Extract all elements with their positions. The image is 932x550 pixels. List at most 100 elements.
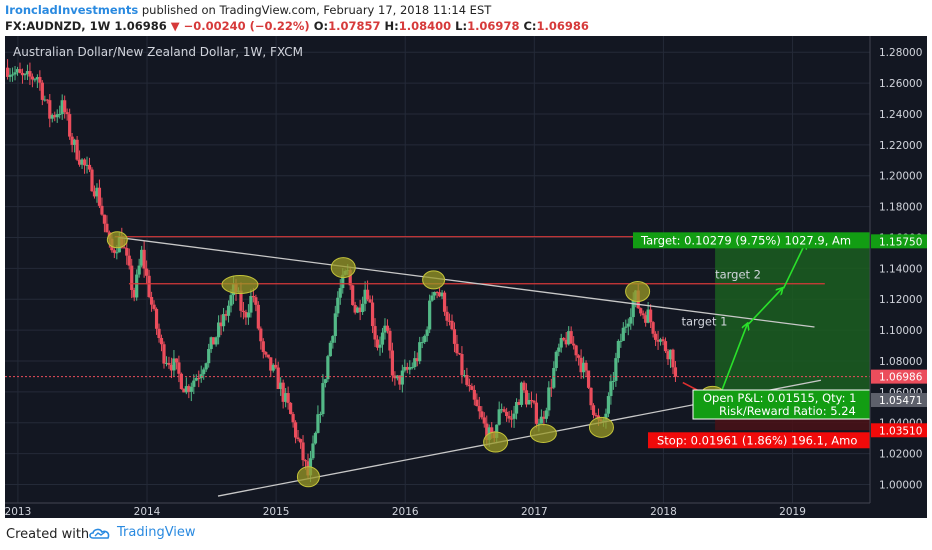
y-tick-label: 1.18000 bbox=[879, 202, 922, 214]
candle-body bbox=[552, 367, 556, 388]
candle-body bbox=[45, 99, 49, 101]
candle-body bbox=[70, 136, 74, 145]
tradingview-brand[interactable]: TradingView bbox=[88, 525, 196, 540]
price-chart[interactable]: target 2 target 1 Australian Dollar/New Ze… bbox=[5, 36, 927, 518]
candle-body bbox=[140, 249, 144, 266]
pivot-marker bbox=[106, 231, 128, 249]
candle-body bbox=[179, 373, 183, 389]
candle-body bbox=[415, 358, 419, 362]
candle-body bbox=[398, 375, 402, 385]
pivot-marker bbox=[588, 416, 614, 438]
candle-body bbox=[361, 303, 365, 313]
candle-body bbox=[105, 223, 109, 233]
chart-title: Australian Dollar/New Zealand Dollar, 1W… bbox=[13, 45, 303, 59]
candle-body bbox=[122, 247, 126, 249]
candle-body bbox=[221, 314, 226, 327]
candle-body bbox=[164, 362, 169, 364]
candle-body bbox=[425, 329, 429, 336]
author-link[interactable]: IroncladInvestments bbox=[5, 3, 139, 17]
brand-label: TradingView bbox=[117, 525, 196, 540]
price-tag-label: 1.06986 bbox=[879, 372, 923, 384]
candle-body bbox=[567, 331, 571, 345]
candle-body bbox=[18, 69, 22, 73]
candle-body bbox=[574, 345, 578, 356]
candle-body bbox=[470, 386, 474, 390]
candle-body bbox=[10, 74, 15, 76]
candle-body bbox=[172, 358, 176, 371]
low-value: 1.06978 bbox=[467, 19, 520, 33]
candle-body bbox=[514, 402, 519, 414]
annotation-label: target 1 bbox=[682, 314, 728, 328]
x-tick-label: 2014 bbox=[134, 506, 161, 518]
x-tick-label: 2016 bbox=[392, 506, 419, 518]
candle-body bbox=[569, 331, 573, 344]
y-tick-label: 1.14000 bbox=[879, 263, 922, 275]
candle-body bbox=[137, 265, 141, 275]
candle-body bbox=[385, 325, 390, 331]
candle-body bbox=[646, 309, 650, 323]
candle-body bbox=[194, 378, 198, 381]
candle-body bbox=[92, 191, 97, 197]
candle-body bbox=[380, 332, 385, 345]
candle-body bbox=[480, 411, 484, 418]
candle-body bbox=[413, 358, 417, 368]
candle-body bbox=[256, 304, 260, 329]
price-tag-box bbox=[871, 393, 927, 408]
candle-body bbox=[125, 247, 129, 256]
candle-body bbox=[351, 285, 355, 306]
y-tick-label: 1.00000 bbox=[879, 479, 922, 491]
candle-body bbox=[127, 255, 131, 266]
candle-body bbox=[653, 333, 658, 340]
pivot-marker bbox=[529, 424, 557, 444]
candle-body bbox=[15, 69, 20, 73]
projection-arrow bbox=[748, 288, 783, 325]
candle-body bbox=[641, 313, 645, 316]
candle-body bbox=[135, 274, 139, 298]
candle-body bbox=[591, 405, 596, 416]
candle-body bbox=[527, 399, 531, 405]
candle-body bbox=[102, 214, 107, 224]
candle-body bbox=[48, 100, 52, 119]
y-tick-label: 1.10000 bbox=[879, 325, 922, 337]
x-tick-label: 2018 bbox=[650, 506, 677, 518]
projection-arrow bbox=[718, 324, 747, 399]
candle-body bbox=[264, 352, 268, 355]
candle-body bbox=[549, 387, 553, 389]
candle-body bbox=[323, 379, 327, 384]
price-tag-box bbox=[871, 369, 927, 384]
candle-body bbox=[547, 387, 551, 411]
candle-body bbox=[462, 375, 467, 377]
candle-body bbox=[418, 342, 422, 362]
candle-body bbox=[614, 358, 618, 381]
candle-body bbox=[450, 320, 454, 330]
candle-body bbox=[472, 389, 476, 400]
candle-body bbox=[348, 270, 352, 286]
candle-body bbox=[23, 74, 27, 76]
candle-body bbox=[219, 322, 223, 327]
y-tick-label: 1.28000 bbox=[879, 47, 922, 59]
target-label-box bbox=[633, 232, 870, 249]
chart-area[interactable]: target 2 target 1 Australian Dollar/New Ze… bbox=[5, 36, 927, 518]
candle-body bbox=[589, 387, 593, 406]
candle-body bbox=[326, 356, 330, 380]
candle-body bbox=[174, 358, 179, 363]
candle-body bbox=[246, 312, 251, 318]
candle-body bbox=[649, 309, 653, 323]
candle-body bbox=[25, 71, 30, 75]
candle-body bbox=[58, 114, 62, 116]
candle-body bbox=[457, 353, 462, 355]
candle-body bbox=[95, 187, 99, 197]
candle-body bbox=[485, 423, 489, 440]
low-label: L: bbox=[455, 19, 468, 33]
candle-body bbox=[661, 339, 665, 342]
candle-body bbox=[226, 305, 231, 316]
candle-body bbox=[316, 414, 320, 433]
candle-body bbox=[375, 339, 380, 348]
candle-body bbox=[586, 370, 591, 388]
candle-body bbox=[286, 393, 290, 403]
candle-body bbox=[467, 384, 471, 387]
created-with-label: Created with bbox=[6, 527, 90, 542]
candle-body bbox=[154, 308, 159, 329]
candle-body bbox=[73, 139, 77, 145]
high-label: H: bbox=[384, 19, 399, 33]
